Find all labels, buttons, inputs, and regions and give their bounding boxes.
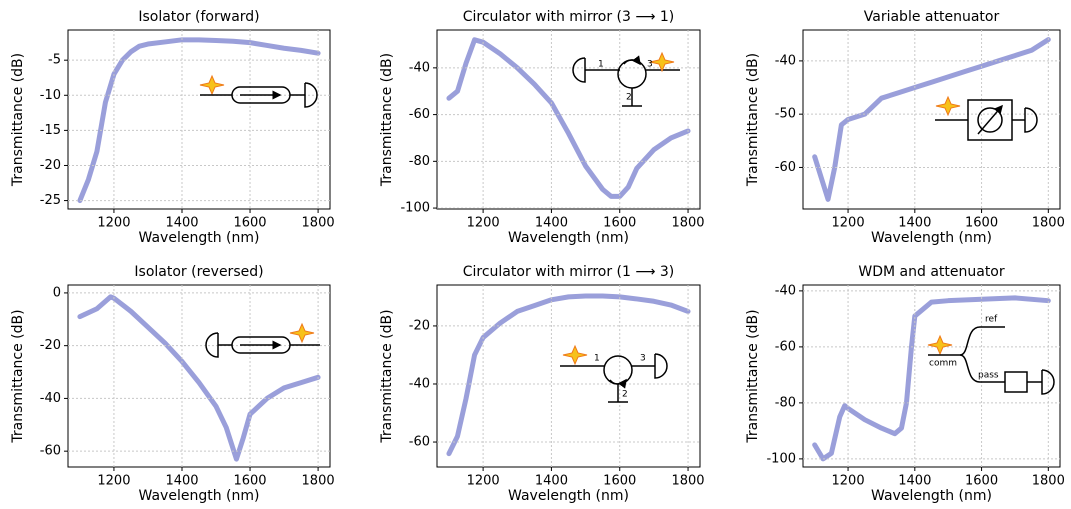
chart-title: Isolator (forward) xyxy=(138,9,259,25)
x-axis-label: Wavelength (nm) xyxy=(139,488,260,504)
x-tick-label: 1800 xyxy=(302,216,335,231)
y-tick-label: -40 xyxy=(775,53,796,68)
x-tick-label: 1600 xyxy=(965,474,998,489)
x-tick-label: 1800 xyxy=(671,474,704,489)
y-tick-label: -80 xyxy=(409,154,430,169)
data-line xyxy=(446,37,691,199)
x-tick-label: 1400 xyxy=(535,216,568,231)
chart-title: WDM and attenuator xyxy=(858,264,1004,280)
y-tick-label: -60 xyxy=(409,107,430,122)
y-tick-label: -100 xyxy=(400,201,430,216)
x-tick-label: 1600 xyxy=(233,216,266,231)
plot-frame xyxy=(67,29,331,210)
data-line xyxy=(812,37,1051,202)
data-line xyxy=(446,293,691,457)
y-axis-label: Transmittance (dB) xyxy=(745,53,761,187)
y-tick-label: -25 xyxy=(40,193,61,208)
inset-isolator xyxy=(205,322,320,358)
y-tick-label: -40 xyxy=(409,376,430,391)
x-tick-label: 1200 xyxy=(467,216,500,231)
y-tick-label: -60 xyxy=(775,339,796,354)
x-tick-label: 1800 xyxy=(1032,474,1065,489)
x-tick-label: 1800 xyxy=(671,216,704,231)
port-label: pass xyxy=(978,371,999,381)
x-tick-label: 1600 xyxy=(603,474,636,489)
x-tick-label: 1200 xyxy=(97,216,130,231)
chart-title: Circulator with mirror (1 ⟶ 3) xyxy=(463,264,675,280)
x-tick-label: 1600 xyxy=(965,216,998,231)
chart-title: Isolator (reversed) xyxy=(134,264,263,280)
y-tick-label: -100 xyxy=(766,451,796,466)
port-label: 1 xyxy=(598,60,604,70)
port-label: 3 xyxy=(647,60,653,70)
port-label: 2 xyxy=(622,390,628,400)
x-tick-label: 1200 xyxy=(832,474,865,489)
x-tick-label: 1200 xyxy=(832,216,865,231)
y-tick-label: -60 xyxy=(409,435,430,450)
x-axis-label: Wavelength (nm) xyxy=(508,488,629,504)
y-tick-label: -20 xyxy=(40,338,61,353)
y-tick-label: -5 xyxy=(48,53,61,68)
chart-title: Variable attenuator xyxy=(864,9,1000,25)
x-tick-label: 1600 xyxy=(233,474,266,489)
y-axis-label: Transmittance (dB) xyxy=(745,309,761,443)
inset-isolator xyxy=(199,74,318,108)
x-axis-label: Wavelength (nm) xyxy=(871,488,992,504)
x-tick-label: 1400 xyxy=(165,216,198,231)
y-tick-label: -60 xyxy=(775,160,796,175)
x-axis-label: Wavelength (nm) xyxy=(508,230,629,246)
y-axis-label: Transmittance (dB) xyxy=(10,309,26,443)
x-tick-label: 1800 xyxy=(302,474,335,489)
plot-frame xyxy=(802,29,1061,210)
x-tick-label: 1200 xyxy=(97,474,130,489)
plot-frame xyxy=(67,284,331,468)
x-axis-label: Wavelength (nm) xyxy=(871,230,992,246)
y-axis-label: Transmittance (dB) xyxy=(10,53,26,187)
port-label: 1 xyxy=(594,354,600,364)
y-tick-label: -10 xyxy=(40,88,61,103)
port-label: 3 xyxy=(640,354,646,364)
plot-frame xyxy=(802,284,1061,468)
y-axis-label: Transmittance (dB) xyxy=(379,53,395,187)
inset-circulator: 1 2 3 xyxy=(572,51,680,107)
y-tick-label: -40 xyxy=(40,391,61,406)
y-tick-label: -40 xyxy=(775,283,796,298)
port-label: comm xyxy=(929,359,957,369)
data-line xyxy=(77,37,321,204)
y-axis-label: Transmittance (dB) xyxy=(379,309,395,443)
inset-circulator: 1 2 3 xyxy=(560,344,668,403)
x-tick-label: 1800 xyxy=(1032,216,1065,231)
y-tick-label: -20 xyxy=(409,318,430,333)
y-tick-label: -40 xyxy=(409,60,430,75)
y-tick-label: -20 xyxy=(40,158,61,173)
inset-attenuator xyxy=(935,95,1038,141)
y-tick-label: 0 xyxy=(53,285,61,300)
x-tick-label: 1400 xyxy=(165,474,198,489)
x-tick-label: 1600 xyxy=(603,216,636,231)
x-axis-label: Wavelength (nm) xyxy=(139,230,260,246)
y-tick-label: -15 xyxy=(40,123,61,138)
inset-wdm: ref comm pass xyxy=(927,315,1055,395)
x-tick-label: 1400 xyxy=(898,216,931,231)
x-tick-label: 1200 xyxy=(467,474,500,489)
y-tick-label: -60 xyxy=(40,444,61,459)
port-label: 2 xyxy=(626,93,632,103)
data-line xyxy=(812,295,1051,462)
port-label: ref xyxy=(985,315,998,325)
plot-frame xyxy=(436,284,701,468)
data-line xyxy=(77,294,321,462)
plot-frame xyxy=(436,29,701,210)
y-tick-label: -50 xyxy=(775,107,796,122)
y-tick-label: -80 xyxy=(775,395,796,410)
x-tick-label: 1400 xyxy=(535,474,568,489)
x-tick-label: 1400 xyxy=(898,474,931,489)
chart-title: Circulator with mirror (3 ⟶ 1) xyxy=(463,9,675,25)
